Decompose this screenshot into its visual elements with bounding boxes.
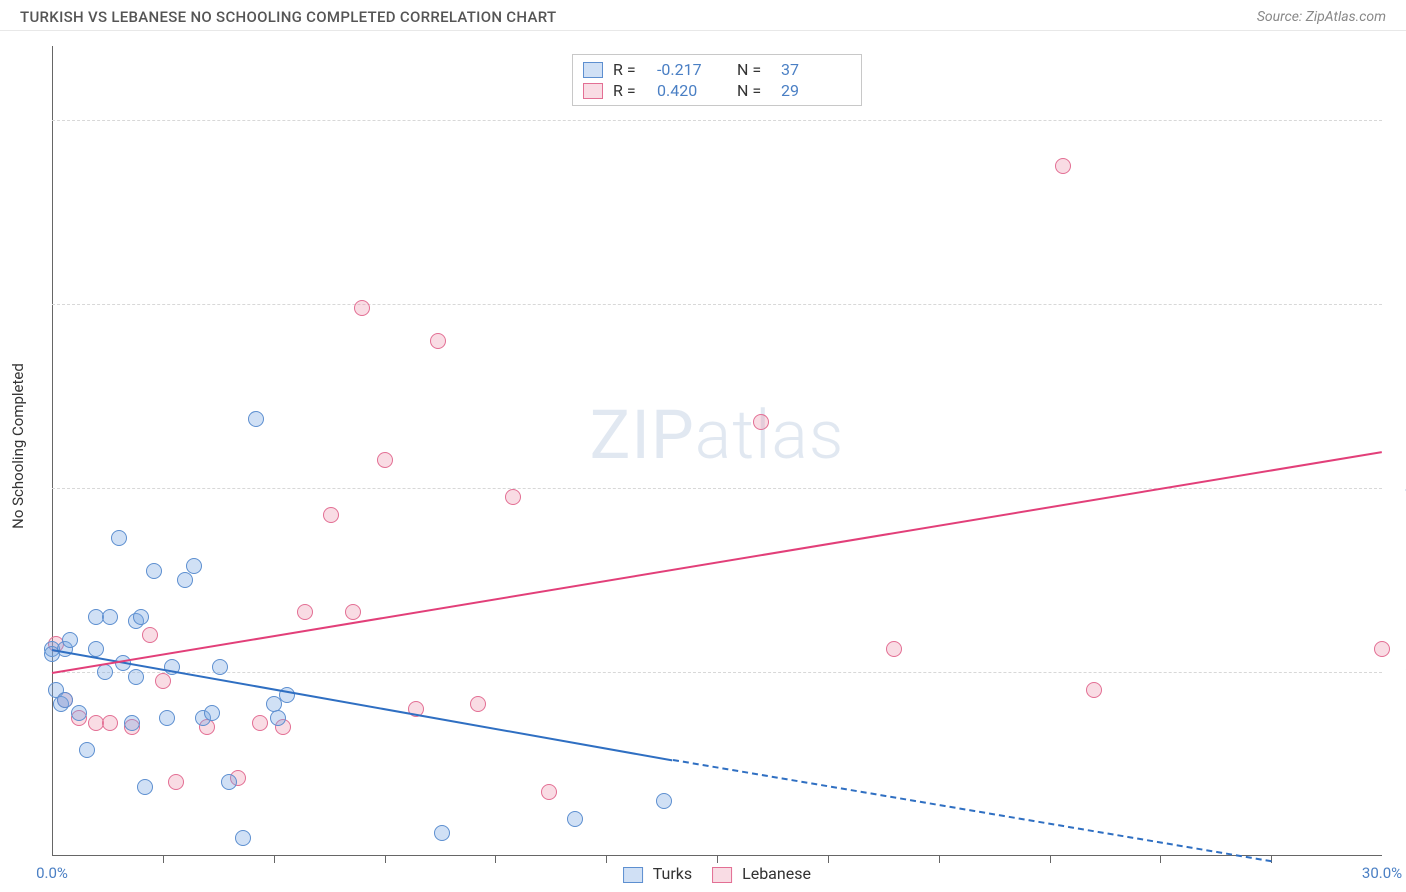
marker-lebanese [470,696,486,712]
marker-turks [434,825,450,841]
trend-lebanese [52,451,1382,674]
marker-turks [79,742,95,758]
n-value-lebanese: 29 [781,81,851,100]
x-tick [385,856,386,863]
watermark-text: ZIPatlas [590,395,845,475]
marker-turks [97,664,113,680]
x-tick-label: 0.0% [36,864,68,882]
x-tick [274,856,275,863]
grid-line [52,120,1382,121]
marker-turks [57,692,73,708]
marker-turks [221,774,237,790]
marker-turks [235,830,251,846]
marker-lebanese [505,489,521,505]
marker-lebanese [252,715,268,731]
grid-line [52,672,1382,673]
trend-turks [52,649,673,761]
marker-turks [567,811,583,827]
marker-turks [212,659,228,675]
marker-lebanese [753,414,769,430]
marker-lebanese [377,452,393,468]
n-label: N = [737,60,771,79]
marker-lebanese [102,715,118,731]
marker-lebanese [168,774,184,790]
y-axis-label: No Schooling Completed [9,363,27,529]
y-axis-line [52,46,53,856]
x-tick [828,856,829,863]
n-label: N = [737,81,771,100]
marker-turks [124,715,140,731]
legend-label-turks: Turks [653,864,692,883]
marker-lebanese [345,604,361,620]
swatch-turks-icon [623,867,643,883]
marker-turks [62,632,78,648]
chart-title: TURKISH VS LEBANESE NO SCHOOLING COMPLET… [20,8,556,26]
x-tick [1160,856,1161,863]
marker-turks [128,669,144,685]
marker-turks [177,572,193,588]
n-value-turks: 37 [781,60,851,79]
correlation-legend: R = -0.217 N = 37 R = 0.420 N = 29 [572,54,862,106]
marker-turks [146,563,162,579]
x-tick [717,856,718,863]
r-label: R = [613,81,647,100]
legend-label-lebanese: Lebanese [742,864,811,883]
marker-turks [88,641,104,657]
marker-lebanese [323,507,339,523]
marker-turks [102,609,118,625]
r-label: R = [613,60,647,79]
trend-turks-extrapolated [672,759,1271,862]
marker-lebanese [1374,641,1390,657]
legend-row-turks: R = -0.217 N = 37 [583,59,851,80]
marker-turks [71,705,87,721]
legend-item-lebanese: Lebanese [712,864,811,883]
legend-row-lebanese: R = 0.420 N = 29 [583,80,851,101]
plot-region: ZIPatlas R = -0.217 N = 37 R = 0.420 N =… [52,46,1382,856]
marker-lebanese [1055,158,1071,174]
marker-turks [186,558,202,574]
marker-turks [133,609,149,625]
marker-lebanese [142,627,158,643]
r-value-lebanese: 0.420 [657,81,727,100]
grid-line [52,488,1382,489]
swatch-lebanese-icon [712,867,732,883]
x-tick [1050,856,1051,863]
chart-area: ZIPatlas R = -0.217 N = 37 R = 0.420 N =… [52,46,1382,856]
marker-lebanese [155,673,171,689]
x-tick-label: 30.0% [1362,864,1402,882]
marker-turks [204,705,220,721]
marker-turks [159,710,175,726]
marker-turks [656,793,672,809]
marker-lebanese [297,604,313,620]
marker-lebanese [886,641,902,657]
x-tick [163,856,164,863]
marker-turks [248,411,264,427]
marker-lebanese [354,300,370,316]
swatch-lebanese-icon [583,83,603,99]
r-value-turks: -0.217 [657,60,727,79]
marker-turks [137,779,153,795]
swatch-turks-icon [583,62,603,78]
x-tick [495,856,496,863]
marker-turks [111,530,127,546]
marker-lebanese [541,784,557,800]
marker-lebanese [1086,682,1102,698]
legend-item-turks: Turks [623,864,692,883]
grid-line [52,304,1382,305]
x-tick [939,856,940,863]
marker-turks [270,710,286,726]
x-tick [606,856,607,863]
series-legend: Turks Lebanese [623,864,811,883]
marker-lebanese [430,333,446,349]
source-label: Source: ZipAtlas.com [1257,9,1386,25]
